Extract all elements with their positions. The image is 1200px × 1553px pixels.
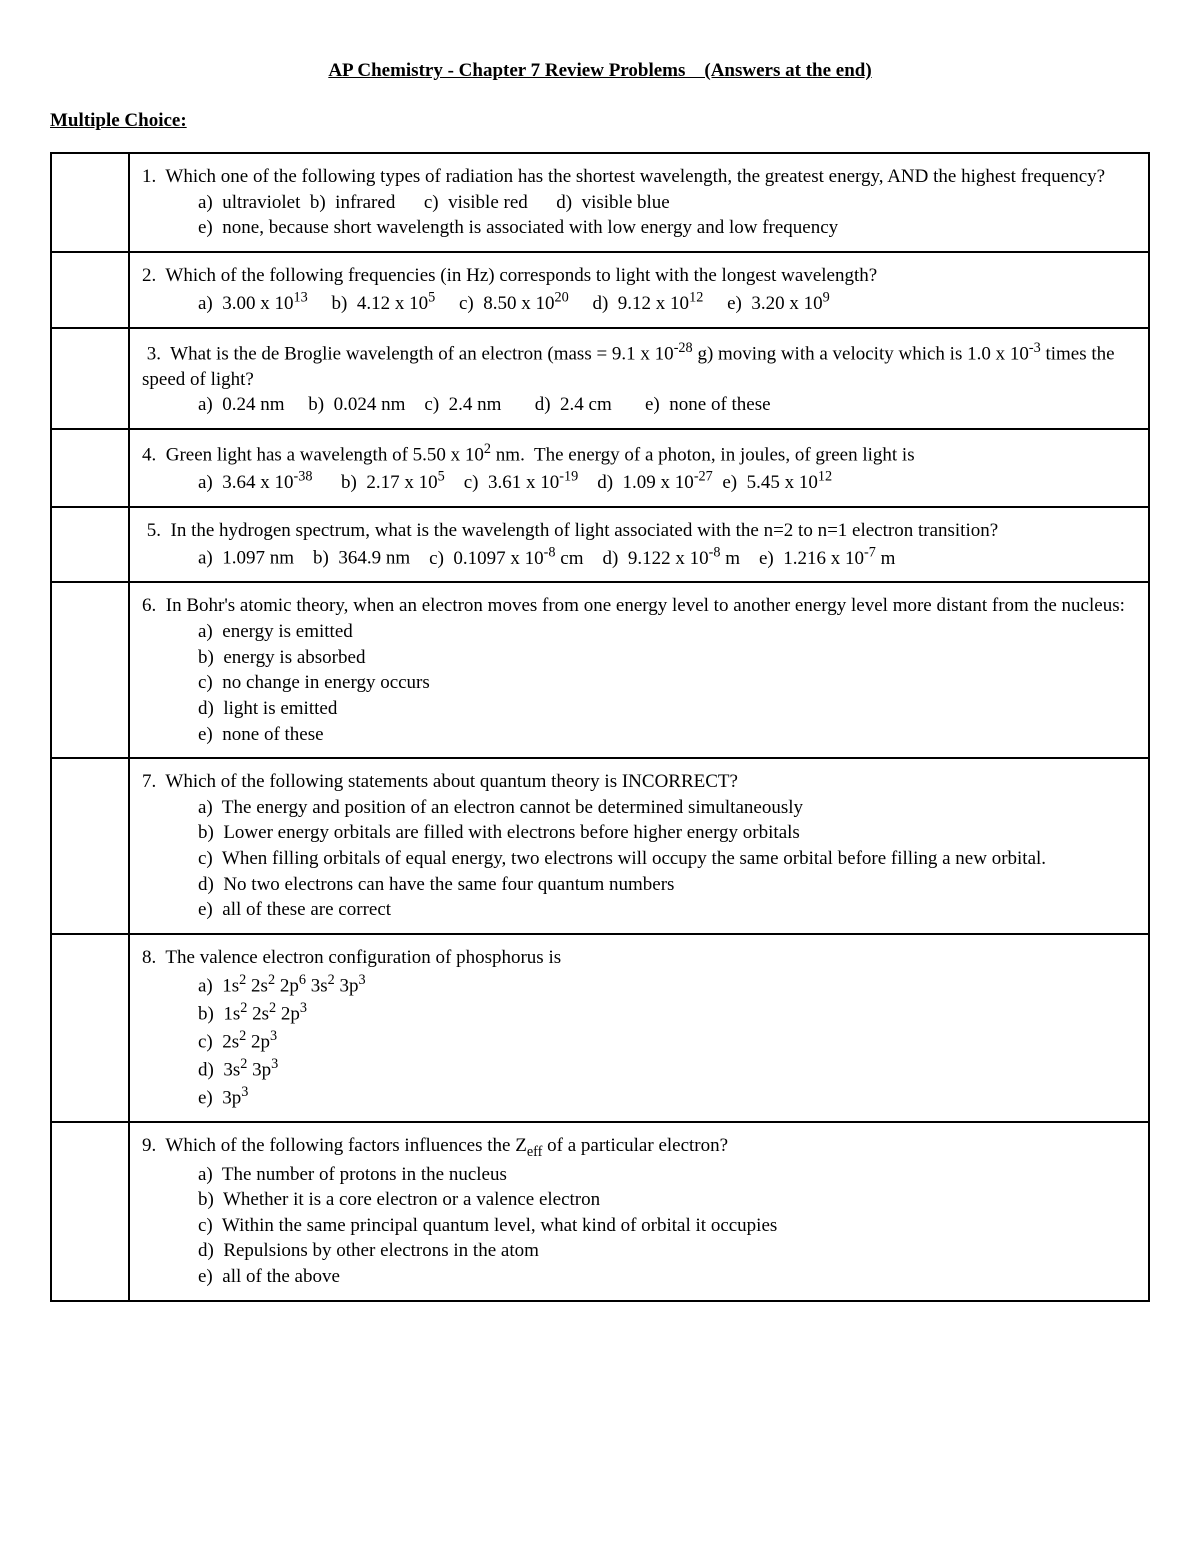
option-b: b) 2.17 x 105: [341, 472, 445, 493]
option-e: e) 5.45 x 1012: [722, 472, 832, 493]
option-a: a) 1.097 nm: [198, 548, 294, 569]
option-d: d) 9.12 x 1012: [592, 293, 703, 314]
option-e: e) none of these: [645, 394, 771, 415]
question-prompt: 1. Which one of the following types of r…: [142, 164, 1136, 190]
question-prompt: 2. Which of the following frequencies (i…: [142, 263, 1136, 289]
question-cell: 6. In Bohr's atomic theory, when an elec…: [129, 582, 1149, 758]
option-b: b) 364.9 nm: [313, 548, 410, 569]
row-number-cell: [51, 328, 129, 429]
option-c: c) visible red: [424, 192, 528, 213]
question-prompt: 6. In Bohr's atomic theory, when an elec…: [142, 593, 1136, 619]
question-cell: 9. Which of the following factors influe…: [129, 1122, 1149, 1301]
questions-table: 1. Which one of the following types of r…: [50, 152, 1150, 1302]
option-d: d) light is emitted: [142, 696, 1136, 722]
option-b: b) infrared: [310, 192, 395, 213]
option-c: c) 2s2 2p3: [142, 1027, 1136, 1055]
option-c: c) 3.61 x 10-19: [464, 472, 579, 493]
table-row: 5. In the hydrogen spectrum, what is the…: [51, 507, 1149, 583]
option-c: c) Within the same principal quantum lev…: [142, 1213, 1136, 1239]
option-b: b) 0.024 nm: [308, 394, 405, 415]
option-a: a) The number of protons in the nucleus: [142, 1162, 1136, 1188]
option-c: c) 0.1097 x 10-8 cm: [429, 548, 583, 569]
section-heading: Multiple Choice:: [50, 110, 1150, 132]
row-number-cell: [51, 252, 129, 328]
page-title: AP Chemistry - Chapter 7 Review Problems…: [50, 60, 1150, 82]
option-b: b) Lower energy orbitals are filled with…: [142, 820, 1136, 846]
question-options-line: a) 3.00 x 1013 b) 4.12 x 105 c) 8.50 x 1…: [142, 289, 1136, 317]
option-a: a) ultraviolet: [198, 192, 300, 213]
question-cell: 5. In the hydrogen spectrum, what is the…: [129, 507, 1149, 583]
option-c: c) 2.4 nm: [424, 394, 501, 415]
table-row: 3. What is the de Broglie wavelength of …: [51, 328, 1149, 429]
option-d: d) No two electrons can have the same fo…: [142, 872, 1136, 898]
option-d: d) visible blue: [556, 192, 669, 213]
row-number-cell: [51, 1122, 129, 1301]
table-row: 1. Which one of the following types of r…: [51, 153, 1149, 252]
table-row: 8. The valence electron configuration of…: [51, 934, 1149, 1121]
question-cell: 8. The valence electron configuration of…: [129, 934, 1149, 1121]
table-row: 2. Which of the following frequencies (i…: [51, 252, 1149, 328]
question-prompt: 4. Green light has a wavelength of 5.50 …: [142, 440, 1136, 468]
question-cell: 3. What is the de Broglie wavelength of …: [129, 328, 1149, 429]
row-number-cell: [51, 507, 129, 583]
option-b: b) energy is absorbed: [142, 645, 1136, 671]
question-options-line: a) 1.097 nm b) 364.9 nm c) 0.1097 x 10-8…: [142, 543, 1136, 571]
option-d: d) 3s2 3p3: [142, 1055, 1136, 1083]
row-number-cell: [51, 429, 129, 507]
option-c: c) 8.50 x 1020: [459, 293, 569, 314]
option-e: e) 3.20 x 109: [727, 293, 830, 314]
option-a: a) 1s2 2s2 2p6 3s2 3p3: [142, 971, 1136, 999]
row-number-cell: [51, 153, 129, 252]
option-d: d) Repulsions by other electrons in the …: [142, 1238, 1136, 1264]
option-d: d) 9.122 x 10-8 m: [603, 548, 740, 569]
question-cell: 4. Green light has a wavelength of 5.50 …: [129, 429, 1149, 507]
option-d: d) 1.09 x 10-27: [597, 472, 713, 493]
question-prompt: 9. Which of the following factors influe…: [142, 1133, 1136, 1162]
option-c: c) no change in energy occurs: [142, 670, 1136, 696]
option-a: a) 0.24 nm: [198, 394, 285, 415]
question-prompt: 8. The valence electron configuration of…: [142, 945, 1136, 971]
question-cell: 7. Which of the following statements abo…: [129, 758, 1149, 934]
option-e: e) all of the above: [142, 1264, 1136, 1290]
question-prompt: 3. What is the de Broglie wavelength of …: [142, 339, 1136, 393]
option-e: e) all of these are correct: [142, 897, 1136, 923]
option-e: e) none, because short wavelength is ass…: [142, 215, 1136, 241]
table-row: 9. Which of the following factors influe…: [51, 1122, 1149, 1301]
row-number-cell: [51, 934, 129, 1121]
table-row: 4. Green light has a wavelength of 5.50 …: [51, 429, 1149, 507]
option-b: b) 1s2 2s2 2p3: [142, 999, 1136, 1027]
row-number-cell: [51, 758, 129, 934]
question-options-line: a) 3.64 x 10-38 b) 2.17 x 105 c) 3.61 x …: [142, 468, 1136, 496]
question-options-line: a) 0.24 nm b) 0.024 nm c) 2.4 nm d) 2.4 …: [142, 392, 1136, 418]
option-a: a) 3.00 x 1013: [198, 293, 308, 314]
option-a: a) energy is emitted: [142, 619, 1136, 645]
question-prompt: 7. Which of the following statements abo…: [142, 769, 1136, 795]
question-cell: 1. Which one of the following types of r…: [129, 153, 1149, 252]
option-e: e) none of these: [142, 722, 1136, 748]
table-row: 6. In Bohr's atomic theory, when an elec…: [51, 582, 1149, 758]
option-e: e) 3p3: [142, 1083, 1136, 1111]
option-a: a) 3.64 x 10-38: [198, 472, 313, 493]
row-number-cell: [51, 582, 129, 758]
question-cell: 2. Which of the following frequencies (i…: [129, 252, 1149, 328]
option-b: b) Whether it is a core electron or a va…: [142, 1187, 1136, 1213]
table-row: 7. Which of the following statements abo…: [51, 758, 1149, 934]
option-b: b) 4.12 x 105: [332, 293, 436, 314]
option-e: e) 1.216 x 10-7 m: [759, 548, 895, 569]
question-options-line: a) ultraviolet b) infrared c) visible re…: [142, 190, 1136, 216]
option-a: a) The energy and position of an electro…: [142, 795, 1136, 821]
question-prompt: 5. In the hydrogen spectrum, what is the…: [142, 518, 1136, 544]
option-c: c) When filling orbitals of equal energy…: [142, 846, 1136, 872]
option-d: d) 2.4 cm: [535, 394, 612, 415]
